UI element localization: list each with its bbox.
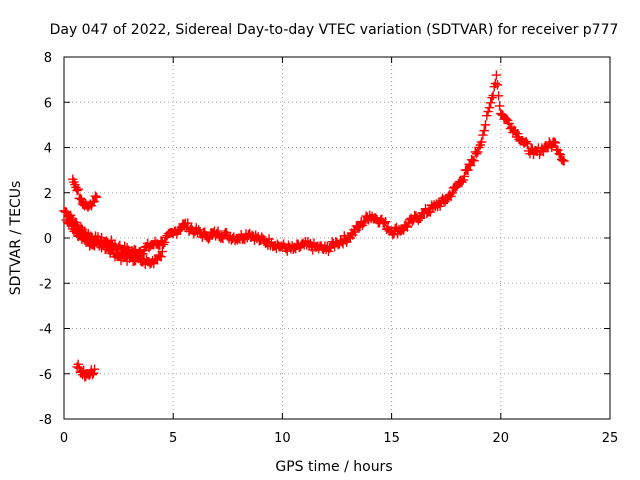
data-point <box>550 138 561 148</box>
plot-frame <box>63 56 611 420</box>
data-point <box>480 120 491 130</box>
data-point <box>549 137 559 147</box>
data-point <box>106 235 117 245</box>
data-point <box>407 217 417 227</box>
data-point <box>70 225 81 235</box>
axes <box>63 56 611 420</box>
data-point <box>73 184 83 194</box>
data-point <box>538 147 548 157</box>
data-point <box>88 368 99 378</box>
x-tick-label: 0 <box>60 431 68 446</box>
data-point <box>127 250 137 261</box>
data-point <box>96 232 107 243</box>
data-point <box>513 129 523 139</box>
data-point <box>509 125 519 135</box>
x-tick-label: 15 <box>383 431 400 446</box>
data-point <box>435 201 445 211</box>
data-point <box>471 149 482 159</box>
data-point <box>522 139 533 149</box>
y-axis-label: SDTVAR / TECUs <box>8 181 24 296</box>
data-point <box>458 175 468 185</box>
data-point <box>416 213 426 223</box>
data-point <box>469 156 479 166</box>
data-point <box>425 207 436 217</box>
data-point <box>484 102 495 113</box>
data-point <box>72 185 82 196</box>
data-point <box>92 192 102 202</box>
data-point <box>107 244 118 254</box>
x-tick-label: 10 <box>274 431 291 446</box>
data-point <box>66 213 77 223</box>
data-point <box>483 106 493 117</box>
data-point <box>554 149 564 159</box>
data-point <box>350 227 360 237</box>
x-axis-label: GPS time / hours <box>275 459 392 475</box>
y-tick-label: 8 <box>44 51 52 66</box>
data-point <box>388 229 398 240</box>
data-point <box>476 137 487 147</box>
y-tick-label: 2 <box>44 187 52 202</box>
data-point <box>447 188 457 198</box>
data-point <box>379 218 390 228</box>
data-point <box>325 243 335 253</box>
data-point <box>75 193 86 204</box>
data-point <box>482 110 492 121</box>
x-tick-label: 25 <box>602 431 619 446</box>
data-point <box>87 370 98 380</box>
data-point <box>73 359 83 370</box>
data-point <box>65 217 75 227</box>
y-tick-label: 4 <box>44 142 52 157</box>
data-point <box>555 149 566 160</box>
data-point <box>547 142 557 153</box>
data-points <box>59 70 569 382</box>
data-point <box>200 227 210 237</box>
y-tick-label: 6 <box>44 96 52 111</box>
data-point <box>149 258 159 269</box>
data-point <box>478 130 488 140</box>
data-point <box>479 125 489 136</box>
data-point <box>89 364 100 374</box>
data-point <box>380 217 391 227</box>
data-point <box>213 226 223 236</box>
data-point <box>493 91 504 101</box>
data-point <box>338 239 348 249</box>
y-tick-labels: -8 -6 -4 -2 0 2 4 6 8 <box>39 51 52 428</box>
data-point <box>465 160 476 171</box>
data-point <box>459 171 470 182</box>
data-point <box>486 98 496 108</box>
data-point <box>160 237 170 248</box>
data-point <box>183 218 193 228</box>
y-tick-label: -6 <box>39 368 52 383</box>
data-point <box>446 191 456 202</box>
data-point <box>157 246 167 257</box>
data-point <box>473 147 483 157</box>
data-point <box>204 233 215 243</box>
x-tick-label: 5 <box>169 431 177 446</box>
data-point <box>559 156 569 166</box>
y-tick-label: 0 <box>44 232 52 247</box>
data-point <box>495 101 505 111</box>
y-tick-label: -2 <box>39 277 52 292</box>
data-point <box>371 213 381 223</box>
data-point <box>76 194 87 205</box>
data-point <box>491 70 502 80</box>
data-point <box>492 80 503 90</box>
data-point <box>138 248 148 259</box>
y-tick-label: -8 <box>39 413 52 428</box>
data-point <box>358 218 369 228</box>
data-point <box>129 244 140 255</box>
chart-title: Day 047 of 2022, Sidereal Day-to-day VTE… <box>50 22 619 38</box>
data-point <box>402 222 413 232</box>
data-point <box>90 191 101 201</box>
data-point <box>83 234 94 244</box>
y-tick-label: -4 <box>39 323 52 338</box>
x-tick-labels: 0 5 10 15 20 25 <box>60 431 618 446</box>
x-tick-label: 20 <box>493 431 510 446</box>
data-point <box>156 252 166 262</box>
data-point <box>203 234 214 244</box>
